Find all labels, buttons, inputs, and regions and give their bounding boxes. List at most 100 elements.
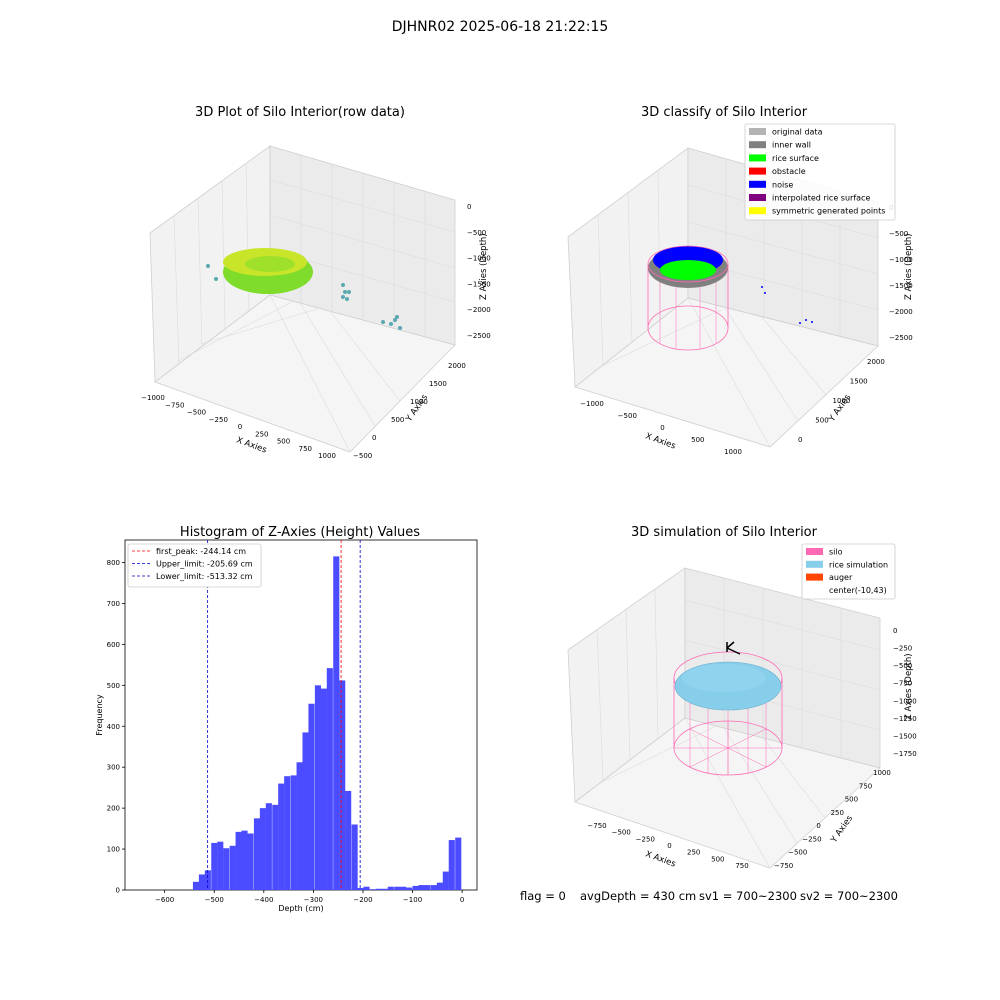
classify-x-tick-labels: −1000 −500 0 500 1000 bbox=[580, 400, 742, 456]
simulation-y-axis-label: Y Axies bbox=[829, 813, 856, 845]
simulation-x-tick-label: −500 bbox=[612, 829, 631, 837]
simulation-z-tick-label: −1250 bbox=[893, 715, 917, 723]
raw-y-tick-label: −500 bbox=[353, 452, 372, 460]
histogram-bar bbox=[455, 837, 462, 890]
histogram-bar bbox=[345, 790, 352, 890]
raw-z-tick-label: −2500 bbox=[467, 332, 491, 340]
histogram-title: Histogram of Z-Axies (Height) Values bbox=[180, 525, 420, 540]
classify-x-tick-label: −1000 bbox=[580, 400, 604, 408]
histogram-bar bbox=[381, 888, 388, 890]
classify-legend-label: inner wall bbox=[772, 141, 811, 150]
classify-x-tick-label: 500 bbox=[691, 436, 704, 444]
simulation-z-tick-label: −1750 bbox=[893, 750, 917, 758]
raw-x-tick-label: −1000 bbox=[141, 394, 165, 402]
simulation-3d-axes bbox=[567, 567, 881, 869]
classify-legend-label: noise bbox=[772, 180, 793, 189]
status-sv1: sv1 = 700~2300 bbox=[699, 889, 797, 903]
simulation-z-tick-label: 0 bbox=[893, 627, 897, 635]
histogram-bar bbox=[265, 803, 272, 890]
histogram-y-tick-label: 0 bbox=[116, 887, 120, 895]
simulation-panel-title: 3D simulation of Silo Interior bbox=[631, 525, 818, 540]
status-flag: flag = 0 bbox=[520, 889, 566, 903]
histogram-x-tick-label: −600 bbox=[155, 896, 174, 904]
raw-x-tick-label: 1000 bbox=[318, 452, 336, 460]
raw-x-tick-label: −250 bbox=[209, 416, 228, 424]
simulation-z-tick-label: −1500 bbox=[893, 732, 917, 740]
histogram-x-tick-label: −500 bbox=[205, 896, 224, 904]
raw-y-tick-labels: −500 0 500 1000 1500 2000 bbox=[353, 362, 466, 460]
simulation-z-tick-labels: 0 −250 −500 −750 −1000 −1250 −1500 −1750 bbox=[893, 627, 917, 758]
raw-z-tick-label: 0 bbox=[467, 203, 471, 211]
raw-point-cloud bbox=[206, 248, 402, 330]
histogram-y-tick-label: 800 bbox=[107, 559, 120, 567]
histogram-legend-label: first_peak: -244.14 cm bbox=[156, 547, 246, 556]
raw-z-tick-label: −1000 bbox=[467, 255, 491, 263]
histogram-bar bbox=[363, 886, 370, 890]
histogram-y-tick-label: 400 bbox=[107, 723, 120, 731]
histogram-bar bbox=[326, 668, 333, 890]
raw-x-tick-label: −500 bbox=[187, 409, 206, 417]
status-line: flag = 0 avgDepth = 430 cm sv1 = 700~230… bbox=[520, 889, 898, 903]
classify-z-tick-label: −1000 bbox=[889, 256, 913, 264]
histogram-bar bbox=[369, 889, 377, 890]
raw-panel-title: 3D Plot of Silo Interior(row data) bbox=[195, 105, 405, 120]
histogram-y-tick-label: 500 bbox=[107, 682, 120, 690]
histogram-bar bbox=[400, 886, 407, 890]
histogram-reference-lines bbox=[207, 540, 361, 890]
classify-point-cloud bbox=[647, 245, 813, 351]
histogram-x-tick-label: −200 bbox=[353, 896, 372, 904]
histogram-x-tick-label: −100 bbox=[403, 896, 422, 904]
simulation-y-tick-label: −750 bbox=[774, 862, 793, 870]
classify-legend-label: interpolated rice surface bbox=[772, 194, 870, 203]
classify-panel-title: 3D classify of Silo Interior bbox=[641, 105, 808, 120]
histogram-y-tick-label: 300 bbox=[107, 764, 120, 772]
classify-y-tick-label: 0 bbox=[798, 436, 802, 444]
histogram-bar bbox=[418, 885, 425, 890]
histogram-bar bbox=[229, 845, 236, 890]
classify-x-tick-label: 1000 bbox=[724, 448, 742, 456]
histogram-bar bbox=[192, 881, 200, 890]
classify-z-tick-label: −1500 bbox=[889, 282, 913, 290]
histogram-bar bbox=[339, 680, 346, 890]
classify-legend-label: rice surface bbox=[772, 154, 819, 163]
classify-y-tick-label: 2000 bbox=[867, 358, 885, 366]
histogram-bar bbox=[253, 818, 260, 890]
simulation-legend-swatch bbox=[806, 573, 823, 581]
simulation-z-axis-label: Z Axies (Depth) bbox=[904, 653, 914, 720]
histogram-bar bbox=[290, 775, 297, 890]
simulation-gridlines bbox=[596, 578, 881, 869]
classify-z-tick-label: −500 bbox=[889, 230, 908, 238]
simulation-z-tick-label: −750 bbox=[893, 680, 912, 688]
raw-3d-axes bbox=[149, 145, 456, 453]
simulation-legend-label: center(-10,43) bbox=[829, 586, 887, 595]
histogram-bar bbox=[259, 808, 266, 890]
simulation-z-tick-label: −500 bbox=[893, 662, 912, 670]
histogram-bar bbox=[223, 848, 230, 890]
classify-panel: 3D classify of Silo Interior bbox=[567, 105, 914, 456]
histogram-bar bbox=[448, 840, 455, 890]
histogram-x-ticks: −600 −500 −400 −300 −200 −100 0 bbox=[155, 890, 464, 904]
simulation-legend-label: auger bbox=[829, 573, 853, 582]
raw-y-tick-label: 0 bbox=[372, 434, 376, 442]
simulation-legend-label: rice simulation bbox=[829, 560, 888, 569]
status-sv2: sv2 = 700~2300 bbox=[800, 889, 898, 903]
simulation-x-tick-label: 250 bbox=[687, 849, 700, 857]
classify-legend-swatch bbox=[749, 141, 766, 149]
simulation-legend: silo rice simulation auger center(-10,43) bbox=[801, 543, 896, 600]
classify-z-tick-label: −2500 bbox=[889, 334, 913, 342]
classify-y-tick-label: 1500 bbox=[850, 378, 868, 386]
classify-legend: original data inner wall rice surface obsta… bbox=[744, 123, 896, 221]
histogram-bar bbox=[241, 830, 248, 890]
histogram-bar bbox=[442, 871, 449, 890]
classify-legend-label: original data bbox=[772, 128, 823, 137]
histogram-legend-label: Lower_limit: -513.32 cm bbox=[156, 572, 253, 581]
histogram-bar bbox=[351, 824, 358, 890]
simulation-z-tick-label: −1000 bbox=[893, 697, 917, 705]
classify-x-axis-label: X Axies bbox=[644, 431, 677, 451]
histogram-y-tick-label: 700 bbox=[107, 600, 120, 608]
simulation-legend-swatch bbox=[806, 548, 823, 555]
raw-rice-inner bbox=[245, 256, 295, 272]
histogram-bar bbox=[272, 804, 279, 890]
